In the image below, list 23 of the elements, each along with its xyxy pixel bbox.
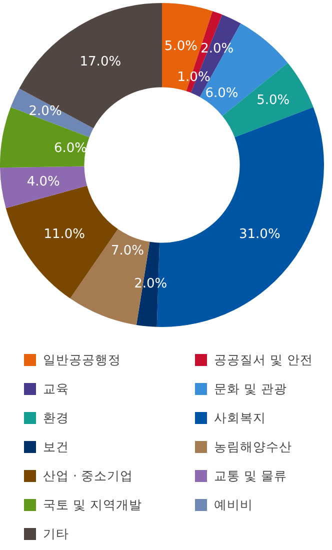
data-label: 5.0%	[164, 39, 198, 54]
data-label: 6.0%	[205, 86, 238, 102]
data-label: 4.0%	[26, 174, 60, 190]
legend-label: 문화 및 관광	[214, 380, 287, 398]
legend-label: 교육	[43, 380, 69, 398]
data-label: 17.0%	[80, 54, 122, 70]
data-label: 7.0%	[110, 244, 144, 259]
legend-label: 공공질서 및 안전	[214, 352, 313, 368]
data-label: 31.0%	[238, 226, 280, 242]
data-label: 11.0%	[44, 226, 86, 242]
legend-label: 환경	[43, 410, 69, 426]
legend-label: 농림해양수산	[214, 438, 292, 456]
legend-label: 예비비	[214, 496, 253, 514]
data-label: 2.0%	[28, 104, 62, 120]
legend-label: 국토 및 지역개발	[43, 496, 142, 514]
data-label: 5.0%	[256, 93, 290, 108]
legend-label: 사회복지	[214, 410, 266, 426]
legend-label: 일반공공행정	[43, 352, 121, 368]
legend-label: 교통 및 물류	[214, 468, 287, 484]
legend-label: 산업 · 중소기업	[43, 468, 133, 484]
legend-label: 보건	[43, 438, 69, 456]
legend-label: 기타	[43, 526, 69, 542]
data-label: 6.0%	[54, 141, 88, 156]
